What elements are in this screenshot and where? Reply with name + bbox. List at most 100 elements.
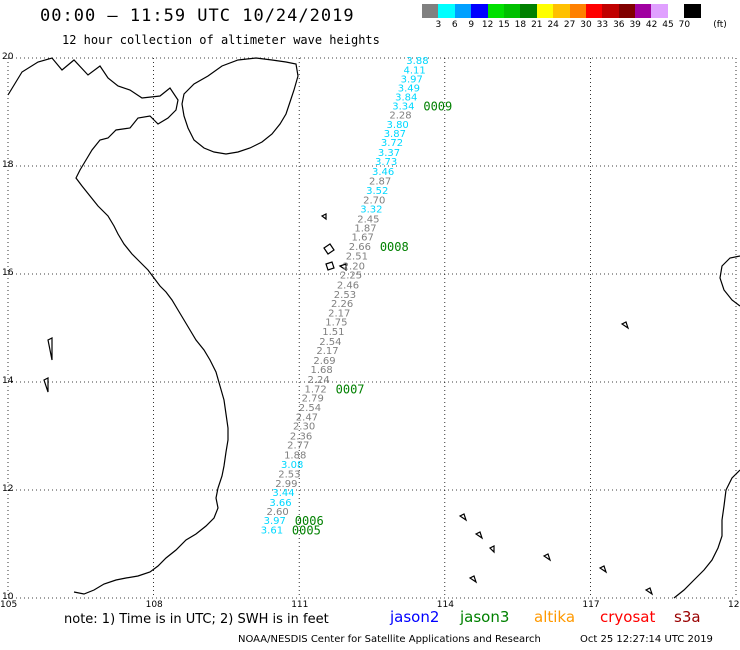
legend-swatch <box>536 4 554 18</box>
satellite-altika: altika <box>534 608 576 626</box>
legend-swatch <box>684 4 701 18</box>
satellite-jason3: jason3 <box>460 608 510 626</box>
philippines-coastline-south <box>673 469 740 599</box>
wave-height-value: 3.32 <box>360 205 382 216</box>
legend-label: 30 <box>580 20 592 30</box>
wave-height-value: 3.80 <box>387 120 409 131</box>
legend-swatch <box>438 4 455 18</box>
legend-label: 12 <box>481 20 494 30</box>
wave-height-value: 1.72 <box>305 384 327 395</box>
legend-label: 39 <box>629 20 641 30</box>
legend-unit: (ft) <box>713 20 727 30</box>
legend-label: 27 <box>563 20 576 30</box>
wave-height-value: 2.45 <box>357 214 379 225</box>
credit-text: NOAA/NESDIS Center for Satellite Applica… <box>238 634 541 645</box>
wave-height-value: 3.37 <box>378 148 400 159</box>
wave-height-value: 3.34 <box>392 102 414 113</box>
wave-height-value: 3.61 <box>261 525 283 536</box>
wave-height-value: 4.11 <box>403 65 425 76</box>
lon-label: 120 <box>728 600 740 610</box>
lat-label: 12 <box>2 484 14 494</box>
lat-label: 20 <box>2 52 14 62</box>
wave-height-value: 3.44 <box>272 488 294 499</box>
pass-time-label: 0005 <box>292 523 321 537</box>
lon-label: 114 <box>436 600 454 610</box>
wave-height-value: 3.52 <box>366 186 388 197</box>
wave-height-value: 1.67 <box>352 233 374 244</box>
philippines-coastline <box>719 255 740 307</box>
legend-label: 42 <box>645 20 658 30</box>
wave-height-value: 1.68 <box>311 365 333 376</box>
lon-label: 105 <box>0 600 18 610</box>
wave-height-value: 2.53 <box>334 290 356 301</box>
wave-height-value: 2.47 <box>296 413 318 424</box>
wave-height-value: 2.28 <box>389 111 411 122</box>
wave-height-value: 2.25 <box>340 271 362 282</box>
wave-height-value: 3.66 <box>269 498 291 509</box>
legend-swatch <box>667 4 685 18</box>
legend-swatch <box>553 4 570 18</box>
legend-swatch <box>602 4 619 18</box>
legend-swatch <box>651 4 668 18</box>
wave-height-value: 3.97 <box>264 516 286 527</box>
footer-note: note: 1) Time is in UTC; 2) SWH is in fe… <box>64 612 329 627</box>
wave-height-value: 3.72 <box>381 138 403 149</box>
legend-label: 3 <box>435 20 442 30</box>
wave-height-value: 2.69 <box>313 356 335 367</box>
satellite-s3a: s3a <box>674 608 701 626</box>
wave-height-value: 1.51 <box>322 327 344 338</box>
paracel-islands <box>320 213 347 272</box>
lat-label: 14 <box>2 376 14 386</box>
pass-time-label: 0008 <box>380 240 409 254</box>
hainan-coastline <box>181 57 299 155</box>
legend-swatch <box>422 4 439 18</box>
lat-label: 10 <box>2 592 14 602</box>
wave-height-value: 2.54 <box>319 337 341 348</box>
credit-timestamp: Oct 25 12:27:14 UTC 2019 <box>580 634 713 645</box>
legend-label: 15 <box>498 20 510 30</box>
wave-height-value: 2.87 <box>369 177 391 188</box>
pass-time-label: 0007 <box>336 382 365 396</box>
legend-swatch <box>618 4 636 18</box>
page-title: 00:00 – 11:59 UTC 10/24/2019 <box>40 6 355 26</box>
wave-height-value: 2.79 <box>302 394 324 405</box>
wave-height-value: 2.99 <box>275 479 297 490</box>
legend-labels: (ft) 3 6 9 12 15 18 21 24 27 30 33 36 39 42 45 70 <box>422 18 730 32</box>
wave-height-value: 2.24 <box>308 375 330 386</box>
legend-label: 21 <box>531 20 543 30</box>
wave-height-value: 3.08 <box>281 460 303 471</box>
legend-label: 6 <box>451 20 458 30</box>
wave-height-value: 2.46 <box>337 280 359 291</box>
legend-swatch <box>454 4 472 18</box>
legend-swatch <box>471 4 488 18</box>
satellite-cryosat: cryosat <box>600 608 656 626</box>
legend-label: 24 <box>547 20 559 30</box>
wave-height-value: 3.88 <box>406 56 428 67</box>
wave-height-value: 3.87 <box>384 129 406 140</box>
wave-height-value: 2.36 <box>290 431 312 442</box>
wave-height-value: 1.87 <box>354 224 376 235</box>
spratly-islands <box>43 321 654 596</box>
wave-height-value: 2.26 <box>331 299 353 310</box>
altimeter-track: 3.884.11 3.97 3.493.843.342.283.803.873.72… <box>261 56 452 537</box>
vietnam-coastline <box>7 57 229 595</box>
lat-label: 16 <box>2 268 14 278</box>
legend-label: 70 <box>678 20 691 30</box>
wave-height-value: 2.30 <box>293 422 315 433</box>
wave-height-value: 2.60 <box>266 507 288 518</box>
wave-height-value: 3.84 <box>395 92 417 103</box>
legend-swatches <box>422 4 730 18</box>
legend-swatch <box>487 4 504 18</box>
legend-swatch <box>585 4 603 18</box>
wave-height-value: 1.88 <box>284 450 306 461</box>
wave-height-value: 3.49 <box>398 84 420 95</box>
legend-label: 45 <box>662 20 674 30</box>
legend-label: 36 <box>613 20 625 30</box>
legend-label: 18 <box>514 20 527 30</box>
legend-swatch <box>635 4 652 18</box>
wave-height-value: 2.77 <box>287 441 309 452</box>
legend-label: 33 <box>596 20 609 30</box>
legend-swatch <box>503 4 521 18</box>
pass-time-label: 0009 <box>423 100 452 114</box>
